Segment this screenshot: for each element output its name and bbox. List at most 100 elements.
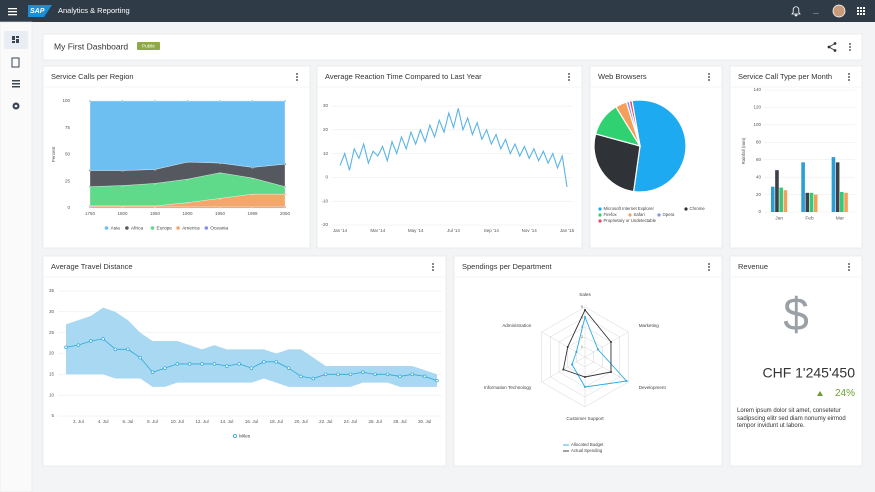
nav-list-icon[interactable]: [12, 80, 20, 88]
line-marker: [225, 364, 229, 368]
legend-label: Miles: [239, 433, 251, 439]
card-menu-dot[interactable]: [296, 73, 298, 75]
apps-dot: [863, 13, 865, 15]
menu-line: [8, 11, 17, 13]
card-menu-dot[interactable]: [568, 76, 570, 78]
line-marker: [410, 372, 415, 377]
card-menu-dot[interactable]: [432, 269, 434, 271]
card-menu-dot[interactable]: [708, 76, 710, 78]
bar: [813, 194, 818, 212]
radar-point: [575, 351, 578, 353]
legend-label: Africa: [131, 225, 144, 231]
x-tick-label: 22. Jul: [319, 419, 332, 424]
radar-point: [562, 368, 565, 371]
nav-dashboard-icon[interactable]: [12, 36, 19, 43]
revenue-amount: CHF 1'245'450: [762, 365, 855, 381]
area-point: [218, 99, 222, 103]
card-menu-dot[interactable]: [708, 263, 710, 265]
y-tick-label: 80: [756, 139, 762, 144]
radar-point: [596, 348, 599, 351]
y-tick-label: 35: [49, 288, 55, 293]
card-menu-dot[interactable]: [568, 73, 570, 75]
x-tick-label: Sep '14: [484, 228, 500, 233]
area-point: [121, 99, 124, 103]
legend-swatch: [125, 226, 129, 230]
x-tick-label: Feb: [805, 215, 814, 221]
y-tick-label: 0: [325, 175, 328, 180]
x-tick-label: Mar: [836, 215, 845, 221]
card-menu-dot[interactable]: [296, 79, 298, 81]
y-tick-label: 10: [49, 392, 55, 397]
x-tick-label: 26. Jul: [369, 419, 382, 424]
dot: [849, 43, 851, 45]
bar: [840, 191, 844, 212]
line-marker: [348, 372, 353, 377]
radar-axis-label: Administration: [502, 323, 532, 328]
line-marker: [286, 366, 291, 370]
card-menu-dot[interactable]: [296, 76, 298, 78]
legend-label: Firefox: [604, 212, 618, 217]
legend-label: Allocated Budget: [571, 442, 604, 447]
line-marker: [113, 347, 118, 352]
y-tick-label: 30: [49, 309, 55, 314]
x-tick-label: 20. Jul: [294, 419, 307, 424]
y-tick-label: 140: [753, 87, 761, 92]
card-menu-dot[interactable]: [848, 73, 850, 75]
legend-swatch: [598, 219, 602, 223]
x-tick-label: 18. Jul: [270, 419, 283, 424]
user-avatar[interactable]: [832, 4, 846, 18]
apps-icon[interactable]: [857, 7, 865, 15]
line-marker: [398, 374, 402, 379]
line-marker: [323, 372, 328, 377]
apps-dot: [860, 7, 862, 9]
card-menu-dot[interactable]: [848, 266, 850, 268]
x-tick-label: 1900: [182, 211, 193, 216]
card-menu-dot[interactable]: [432, 266, 434, 268]
radar-axis-label: Information Technology: [484, 385, 532, 390]
x-tick-label: 1800: [117, 211, 128, 216]
nav-reports-icon[interactable]: [11, 57, 20, 68]
card-menu-dot[interactable]: [568, 79, 570, 81]
line-marker: [101, 337, 105, 341]
y-tick-label: -20: [321, 222, 328, 227]
card-menu-dot[interactable]: [848, 79, 850, 81]
card-title: Average Travel Distance: [51, 262, 133, 271]
radar-point: [609, 341, 612, 343]
x-tick-label: 10. Jul: [171, 419, 184, 424]
card-menu-dot[interactable]: [708, 269, 710, 271]
menu-button[interactable]: [8, 8, 17, 16]
legend-label: Chrome: [690, 206, 706, 211]
card-menu-dot[interactable]: [432, 263, 434, 265]
share-button[interactable]: [827, 42, 837, 52]
line-marker: [187, 362, 192, 366]
bar: [805, 192, 810, 212]
line-marker: [249, 366, 254, 370]
more-button[interactable]: ...: [813, 9, 819, 16]
radar-point: [584, 376, 586, 378]
notifications-icon[interactable]: [791, 6, 801, 17]
radar-spoke: [584, 331, 629, 358]
radar-point: [584, 386, 586, 388]
area-point: [88, 99, 92, 103]
card-menu-dot[interactable]: [708, 266, 710, 268]
x-tick-label: 2. Jul: [73, 419, 84, 424]
card-menu-dot[interactable]: [848, 269, 850, 271]
card-menu-dot[interactable]: [708, 73, 710, 75]
card: [729, 65, 863, 249]
card-menu-dot[interactable]: [708, 79, 710, 81]
bar: [779, 187, 783, 212]
card-menu-dot[interactable]: [848, 76, 850, 78]
radar-axis-label: Marketing: [639, 323, 660, 328]
x-tick-label: 16. Jul: [245, 419, 258, 424]
card-menu-dot[interactable]: [848, 263, 850, 265]
line-marker: [200, 362, 204, 366]
header-more-button[interactable]: [849, 43, 851, 51]
card-title: Average Reaction Time Compared to Last Y…: [325, 72, 482, 81]
card: [453, 255, 723, 467]
line-marker: [88, 339, 93, 343]
legend-label: Actual Spending: [571, 448, 603, 453]
apps-dot: [857, 13, 859, 15]
bar: [835, 162, 840, 212]
